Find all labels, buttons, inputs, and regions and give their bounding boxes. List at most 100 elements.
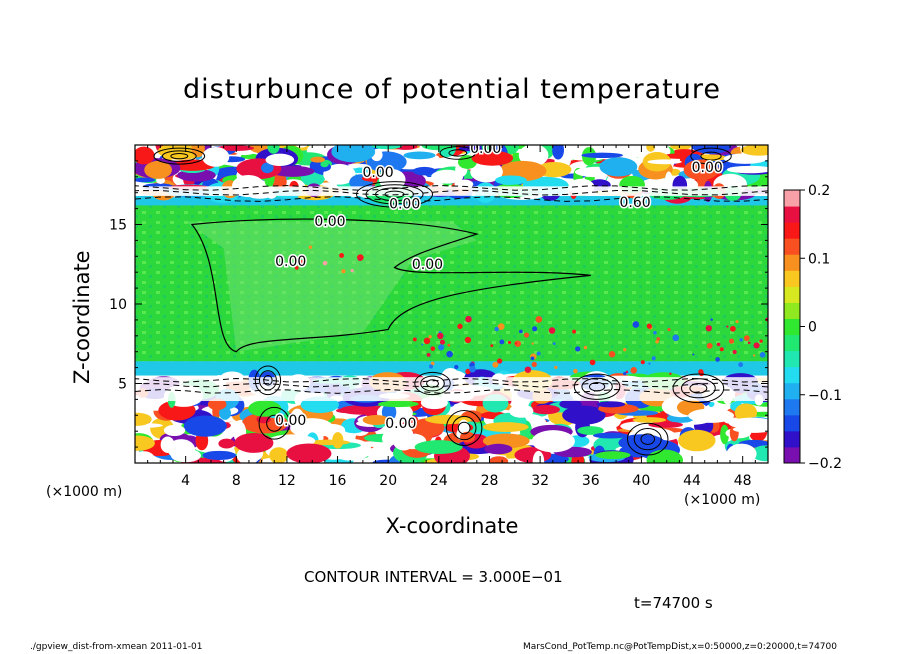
field-cell-upper (267, 145, 280, 154)
field-blob (437, 332, 444, 340)
field-cell-lower (728, 417, 768, 429)
field-cell-lower (531, 430, 575, 453)
field-cell-lower (577, 426, 604, 435)
field-blob (531, 361, 537, 368)
contour-loop (633, 428, 662, 451)
field-cell-upper (144, 160, 172, 179)
field-cell-lower (509, 404, 534, 418)
field-cell-lower (726, 443, 757, 463)
y-tick-label: 15 (109, 218, 127, 234)
field-blob (308, 245, 313, 249)
field-cell-upper (135, 146, 155, 165)
field-blob (531, 342, 534, 345)
field-cell-lower (482, 422, 529, 432)
field-cell-lower (377, 400, 419, 408)
field-blob (739, 338, 743, 342)
field-blob (499, 339, 505, 345)
field-blob (589, 359, 596, 366)
contour-loop (448, 149, 468, 157)
field-blob (430, 346, 436, 351)
x-tick-label: 20 (379, 473, 397, 489)
colorbar-segment (784, 270, 800, 287)
field-cell-lower (595, 451, 631, 460)
x-tick-label: 44 (683, 473, 701, 489)
contour-loop (689, 383, 708, 394)
contour-dashed-lower (135, 389, 768, 394)
field-blob (523, 332, 530, 338)
field-blob (430, 361, 435, 366)
field-blob (719, 347, 724, 352)
field-blob (288, 255, 294, 261)
field-cell-upper (624, 147, 649, 158)
field-blob (447, 343, 451, 347)
field-blob (423, 337, 431, 345)
contour-loop (680, 378, 716, 399)
field-blob (735, 320, 739, 324)
colorbar-tick-label: 0.1 (808, 251, 830, 267)
x-tick-label: 28 (481, 473, 499, 489)
field-cell-lower (234, 433, 274, 453)
field-cell-lower (422, 420, 434, 442)
contour-loop (672, 373, 725, 404)
field-cell-lower (362, 414, 390, 425)
contour-loop (690, 147, 732, 165)
field-blob (572, 329, 577, 334)
field-cell-lower (484, 443, 513, 455)
colorbar-segment (784, 334, 800, 352)
field-blob (439, 339, 446, 345)
colorbar-segment (784, 238, 800, 255)
field-cell-lower (734, 403, 758, 422)
field-cell-lower (688, 408, 735, 423)
field-blob (632, 321, 640, 328)
field-blob (530, 356, 535, 361)
field-blob (514, 342, 517, 345)
contour-loop (573, 373, 621, 400)
contour-label: 0.00 (412, 257, 443, 273)
field-cell-upper (599, 157, 638, 177)
field-blob (692, 353, 695, 356)
field-blob (341, 269, 346, 274)
field-blob (716, 342, 721, 347)
field-blob (464, 336, 472, 344)
field-cell-upper (512, 148, 547, 154)
colorbar-tick-label: 0.2 (808, 183, 830, 199)
field-blob (465, 368, 471, 375)
contour-loop (161, 150, 197, 162)
field-blob (732, 349, 737, 355)
contour-label: 0.00 (275, 254, 306, 270)
field-cell-lower (163, 424, 186, 436)
field-blob (667, 327, 671, 332)
colorbar-segment (784, 350, 800, 368)
field-cell-lower (335, 408, 363, 414)
field-blob (651, 356, 656, 361)
chart-title: disturbunce of potential temperature (183, 74, 721, 105)
contour-loop (414, 371, 451, 396)
field-cell-upper (169, 159, 216, 171)
contour-loop (384, 190, 405, 198)
field-cell-upper (726, 165, 768, 174)
field-cell-upper (691, 145, 732, 154)
field-blob (753, 342, 760, 349)
field-cell-lower (632, 417, 667, 423)
field-cell-upper (403, 151, 436, 160)
x-axis-label: X-coordinate (385, 514, 519, 538)
contour-label: 0.00 (362, 165, 393, 181)
contour-loop (626, 422, 669, 456)
colorbar-segment (784, 302, 800, 319)
colorbar-segment (784, 446, 800, 464)
field-cell-lower (414, 440, 463, 455)
field-patch-light (185, 221, 477, 352)
field-blob (554, 365, 558, 370)
field-blob (339, 253, 345, 258)
field-blob (496, 358, 503, 364)
field-cell-lower (135, 435, 155, 451)
contour-loop (170, 152, 189, 160)
contour-loop (445, 410, 483, 447)
field-blob (608, 351, 616, 358)
field-blob (747, 341, 751, 345)
field-blob (575, 346, 581, 352)
field-blob (548, 327, 556, 334)
field-blob (492, 361, 499, 368)
field-blob (730, 325, 736, 332)
contour-loop (153, 147, 206, 165)
